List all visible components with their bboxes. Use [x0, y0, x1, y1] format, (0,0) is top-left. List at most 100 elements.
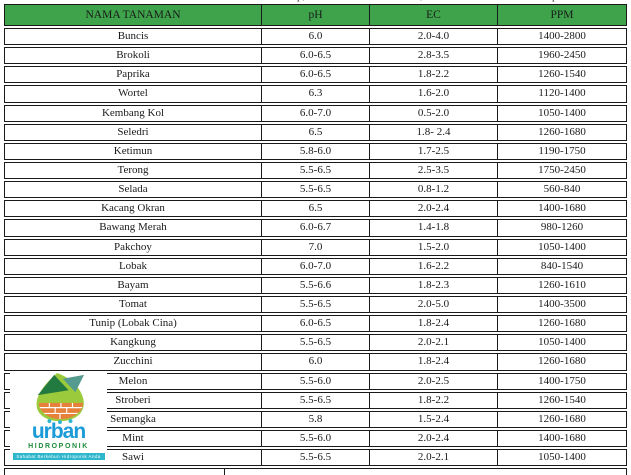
- cell-ppm: 1750-2450: [538, 163, 586, 176]
- cell-ph: 5.5-6.6: [262, 277, 370, 293]
- cell-plant-name: Sawi: [5, 450, 262, 466]
- table-row: Sawi 5.5-6.5 2.0-2.1 1050-1400: [4, 449, 627, 467]
- cell-plant-name: Seledri: [5, 124, 262, 140]
- cell-ec: 2.0-5.0: [370, 296, 498, 313]
- table-row: Bawang Merah 6.0-6.7 1.4-1.8 980-1260: [4, 219, 627, 237]
- table-row: Lobak 6.0-7.0 1.6-2.2 840-1540: [4, 257, 627, 275]
- cell-plant-name: Kembang Kol: [5, 105, 262, 121]
- cell-ec: 1.8-2.2: [370, 392, 498, 408]
- table-row: Melon 5.5-6.0 2.0-2.5 1400-1750: [4, 372, 627, 390]
- cell-ppm: 1050-1400: [538, 106, 586, 119]
- cell-ppm: 840-1540: [540, 259, 584, 272]
- table-row: Bayam 5.5-6.6 1.8-2.3 1260-1610: [4, 276, 627, 294]
- table-row: Seledri 6.5 1.8- 2.4 1260-1680: [4, 123, 627, 141]
- cell-ec: 1.5-2.0: [370, 239, 498, 255]
- table-row: Kangkung 5.5-6.5 2.0-2.1 1050-1400: [4, 334, 627, 352]
- cell-plant-name: Selada: [5, 182, 262, 198]
- table-row: Zucchini 6.0 1.8-2.4 1260-1680: [4, 353, 627, 371]
- cell-ph: 5.5-6.5: [262, 162, 370, 179]
- table-row: Mint 5.5-6.0 2.0-2.4 1400-1680: [4, 429, 627, 448]
- cell-plant-name: Bawang Merah: [5, 220, 262, 236]
- cell-ph: 6.0-7.0: [262, 258, 370, 274]
- cell-plant-name: Mint: [5, 430, 262, 447]
- cell-ph: 6.0-6.5: [262, 67, 370, 83]
- cell-ppm: 1260-1610: [538, 278, 586, 291]
- table-row: Terong 5.5-6.5 2.5-3.5 1750-2450: [4, 161, 627, 180]
- cell-plant-name: Bayam: [5, 277, 262, 293]
- cell-ppm: 1260-1680: [538, 317, 586, 330]
- cell-ppm: 1260-1680: [538, 125, 586, 138]
- cell-ppm: 1260-1540: [538, 68, 586, 81]
- logo-wordmark: urban: [31, 420, 86, 443]
- table-row: Stroberi 5.5-6.5 1.8-2.2 1260-1540: [4, 391, 627, 409]
- cell-ec: 2.0-2.1: [370, 335, 498, 351]
- cell-plant-name: Kangkung: [5, 335, 262, 351]
- cell-plant-name: Brokoli: [5, 48, 262, 64]
- table-row: Pakchoy 7.0 1.5-2.0 1050-1400: [4, 238, 627, 256]
- cell-plant-name: Tomat: [5, 296, 262, 313]
- cell-ppm: 1400-1680: [538, 202, 586, 215]
- plant-nutrient-table: NAMA TANAMAN pH EC PPM Buncis 6.0 2.0-4.…: [4, 4, 627, 475]
- cell-ppm: 1260-1680: [538, 355, 586, 368]
- table-header-row: NAMA TANAMAN pH EC PPM: [4, 4, 627, 26]
- cell-ppm: 1400-3500: [538, 297, 586, 310]
- cell-ec: 2.0-2.5: [370, 373, 498, 389]
- header-ph: pH: [262, 5, 370, 25]
- cell-ppm: 1960-2450: [538, 49, 586, 62]
- table-row: Wortel 6.3 1.6-2.0 1120-1400: [4, 85, 627, 103]
- cell-ec: 1.8-2.2: [370, 67, 498, 83]
- cell-ec: 1.8-2.4: [370, 354, 498, 370]
- cell-ec: 1.4-1.8: [370, 220, 498, 236]
- cell-ph: 6.3: [262, 86, 370, 102]
- cell-ppm: 1050-1400: [538, 336, 586, 349]
- table-row: Kacang Okran 6.5 2.0-2.4 1400-1680: [4, 200, 627, 218]
- cell-ec: 0.8-1.2: [370, 182, 498, 198]
- table-row: Buncis 6.0 2.0-4.0 1400-2800: [4, 28, 627, 46]
- cell-plant-name: Wortel: [5, 86, 262, 102]
- table-row: Kembang Kol 6.0-7.0 0.5-2.0 1050-1400: [4, 104, 627, 122]
- leaf-soil-logo-icon: [36, 372, 84, 424]
- cell-ph: 5.5-6.0: [262, 373, 370, 389]
- cell-ppm: 1400-1750: [538, 374, 586, 387]
- cell-ec: 1.8-2.4: [370, 316, 498, 332]
- cell-ppm: 1400-2800: [538, 30, 586, 42]
- cell-plant-name: Zucchini: [5, 354, 262, 370]
- table-row: Tomat 5.5-6.5 2.0-5.0 1400-3500: [4, 295, 627, 314]
- table-row: Brokoli 6.0-6.5 2.8-3.5 1960-2450: [4, 47, 627, 65]
- cell-ph: 6.0: [262, 29, 370, 45]
- cell-ec: 1.5-2.4: [370, 411, 498, 427]
- cell-ppm: 1050-1400: [538, 451, 586, 464]
- table-row: Semangka 5.8 1.5-2.4 1260-1680: [4, 410, 627, 428]
- urban-hidroponik-logo: urban HIDROPONIK Sahabat Berkebun Hidrop…: [10, 371, 107, 465]
- cell-ec: 2.8-3.5: [370, 48, 498, 64]
- header-ec: EC: [370, 5, 498, 25]
- cell-ppm: 1120-1400: [538, 87, 586, 100]
- cell-ph: 5.5-6.5: [262, 182, 370, 198]
- cropped-text-remnant: ,: [420, 0, 423, 3]
- cell-ph: 5.8: [262, 411, 370, 427]
- cell-ph: 5.8-6.0: [262, 143, 370, 159]
- cell-ec: 2.0-4.0: [370, 29, 498, 45]
- cell-ec: 2.0-2.1: [370, 450, 498, 466]
- cell-ph: 6.5: [262, 124, 370, 140]
- cell-ppm: 980-1260: [540, 221, 584, 234]
- cell-ph: 5.5-6.5: [262, 392, 370, 408]
- cell-ec: 2.0-2.4: [370, 430, 498, 447]
- cell-plant-name: Semangka: [5, 411, 262, 427]
- cell-plant-name: Lobak: [5, 258, 262, 274]
- header-ppm: PPM: [550, 9, 574, 21]
- cell-ec: 0.5-2.0: [370, 105, 498, 121]
- cell-ec: 1.7-2.5: [370, 143, 498, 159]
- cell-plant-name: Pakchoy: [5, 239, 262, 255]
- cell-ppm: 1260-1540: [538, 393, 586, 406]
- cell-ec: 1.8-2.3: [370, 277, 498, 293]
- cropped-bottom-row: [4, 468, 627, 475]
- cell-ph: 6.0-7.0: [262, 105, 370, 121]
- cell-ec: 2.5-3.5: [370, 162, 498, 179]
- cell-ec: 2.0-2.4: [370, 201, 498, 217]
- cell-ph: 5.5-6.5: [262, 450, 370, 466]
- cell-plant-name: Kacang Okran: [5, 201, 262, 217]
- cell-ec: 1.6-2.0: [370, 86, 498, 102]
- cell-ph: 5.5-6.0: [262, 430, 370, 447]
- table-row: Paprika 6.0-6.5 1.8-2.2 1260-1540: [4, 66, 627, 84]
